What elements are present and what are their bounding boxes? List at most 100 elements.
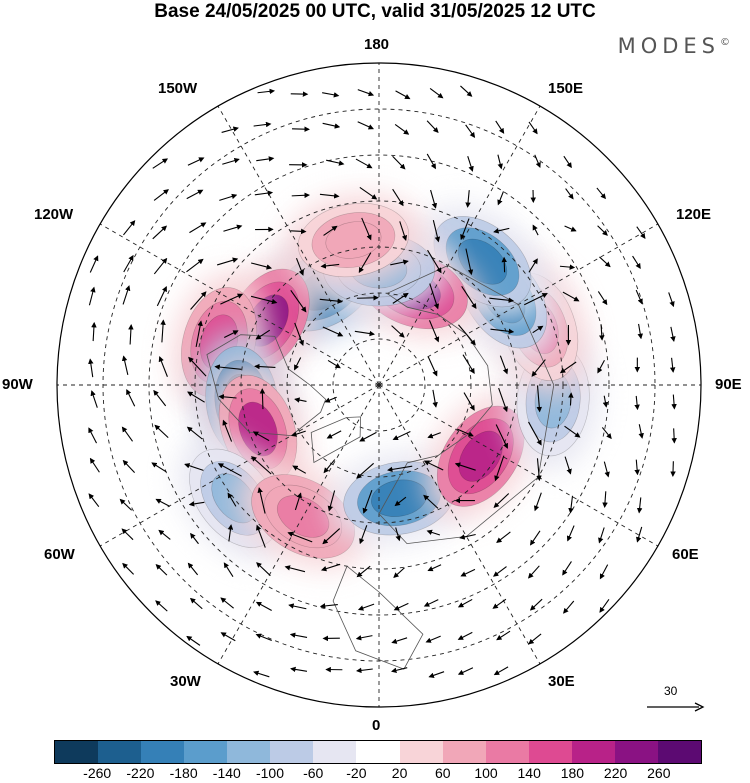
wind-arrow xyxy=(427,432,441,439)
wind-arrow xyxy=(323,225,338,236)
wind-arrow xyxy=(291,430,306,437)
wind-arrow xyxy=(155,600,168,612)
wind-arrow xyxy=(195,320,203,348)
latitude-circle xyxy=(148,154,610,616)
wind-arrow xyxy=(429,283,440,310)
colorbar-tick-label: -260 xyxy=(83,765,112,781)
wind-arrow xyxy=(459,533,476,540)
wind-arrow xyxy=(222,157,240,165)
wind-arrow xyxy=(632,255,641,269)
lon-label-30e: 30E xyxy=(548,673,575,690)
wind-arrow xyxy=(461,286,477,310)
wind-arrow xyxy=(423,494,439,509)
wind-arrow xyxy=(395,90,411,100)
lon-label-60e: 60E xyxy=(672,546,699,563)
wind-arrow xyxy=(529,530,541,546)
wind-arrow xyxy=(392,430,411,441)
colorbar-tick-label: 260 xyxy=(647,765,671,781)
wind-arrow xyxy=(295,257,304,276)
wind-arrow xyxy=(186,426,203,440)
wind-arrow xyxy=(599,564,609,580)
anomaly-contour xyxy=(371,479,427,517)
meridian-line xyxy=(99,223,380,386)
wind-arrow xyxy=(155,498,171,507)
wind-arrow xyxy=(252,431,270,442)
wind-arrow xyxy=(326,159,345,166)
wind-arrow xyxy=(390,259,409,266)
wind-arrow xyxy=(597,291,608,306)
wind-arrow xyxy=(186,189,204,200)
wind-arrow xyxy=(394,123,410,135)
wind-arrow xyxy=(669,357,676,373)
wind-arrow xyxy=(497,191,504,206)
wind-arrow xyxy=(259,388,266,410)
wind-arrow xyxy=(323,459,336,474)
meridian-line xyxy=(378,105,541,386)
wind-arrow xyxy=(151,462,167,473)
wind-arrow xyxy=(189,597,203,610)
wind-arrow xyxy=(457,667,474,675)
wind-arrow xyxy=(565,188,574,200)
wind-arrow xyxy=(284,565,306,573)
wind-arrow xyxy=(499,355,509,375)
lon-label-60w: 60W xyxy=(44,546,75,563)
colorbar-tick-label: 60 xyxy=(435,765,451,781)
meridian-line xyxy=(99,384,380,547)
wind-arrow xyxy=(531,359,546,377)
wind-arrow xyxy=(190,291,207,310)
wind-arrow xyxy=(250,295,278,305)
wind-arrow xyxy=(489,297,515,303)
wind-arrow xyxy=(564,456,572,475)
wind-arrow xyxy=(393,602,409,611)
wind-arrow xyxy=(156,285,167,307)
wind-arrow xyxy=(122,562,135,575)
wind-arrow xyxy=(187,391,205,403)
lon-label-top: 180 xyxy=(364,36,390,53)
wind-arrow xyxy=(250,456,272,475)
wind-arrow xyxy=(602,395,609,408)
wind-arrow xyxy=(158,356,168,377)
lon-label-120w: 120W xyxy=(34,206,74,223)
wind-arrow xyxy=(322,92,340,98)
wind-arrow xyxy=(158,529,171,540)
wind-arrow xyxy=(217,463,242,477)
wind-arrow xyxy=(524,293,548,306)
meridian-line xyxy=(378,384,541,665)
wind-arrow xyxy=(599,256,611,268)
wind-arrow xyxy=(251,262,273,270)
wind-arrow xyxy=(122,459,136,474)
wind-arrow xyxy=(357,89,375,97)
wind-arrow xyxy=(356,667,373,674)
coastline xyxy=(310,416,362,464)
wind-arrow xyxy=(354,330,375,337)
wind-arrow xyxy=(391,325,405,338)
wind-arrow xyxy=(559,264,576,270)
wind-arrow xyxy=(528,258,538,273)
wind-arrow xyxy=(188,501,205,507)
wind-arrow xyxy=(528,121,538,135)
wind-arrow xyxy=(292,126,310,132)
wind-arrow xyxy=(536,385,543,413)
wind-arrow xyxy=(460,85,473,97)
wind-arrow xyxy=(153,257,168,275)
coastlines xyxy=(206,265,555,670)
latitude-circle xyxy=(332,338,426,432)
colorbar-tick-label: 100 xyxy=(474,765,498,781)
wind-arrow xyxy=(355,158,373,169)
wind-arrow xyxy=(428,320,440,343)
colorbar-swatch xyxy=(571,741,615,763)
wind-arrow xyxy=(223,562,234,577)
wind-arrow xyxy=(319,193,340,199)
lon-label-right: 90E xyxy=(715,376,742,393)
wind-arrow xyxy=(467,156,474,172)
graticule xyxy=(57,63,701,707)
meridian-line xyxy=(217,105,380,386)
wind-arrow xyxy=(289,632,308,638)
lon-label-150e: 150E xyxy=(548,80,584,97)
wind-arrow xyxy=(493,566,507,577)
wind-arrow xyxy=(290,228,307,235)
wind-arrow xyxy=(564,425,581,438)
wind-arrow xyxy=(532,325,544,334)
wind-arrow xyxy=(493,227,510,234)
wind-arrow xyxy=(493,493,510,508)
